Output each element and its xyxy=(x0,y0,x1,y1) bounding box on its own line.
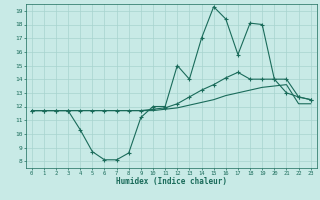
X-axis label: Humidex (Indice chaleur): Humidex (Indice chaleur) xyxy=(116,177,227,186)
